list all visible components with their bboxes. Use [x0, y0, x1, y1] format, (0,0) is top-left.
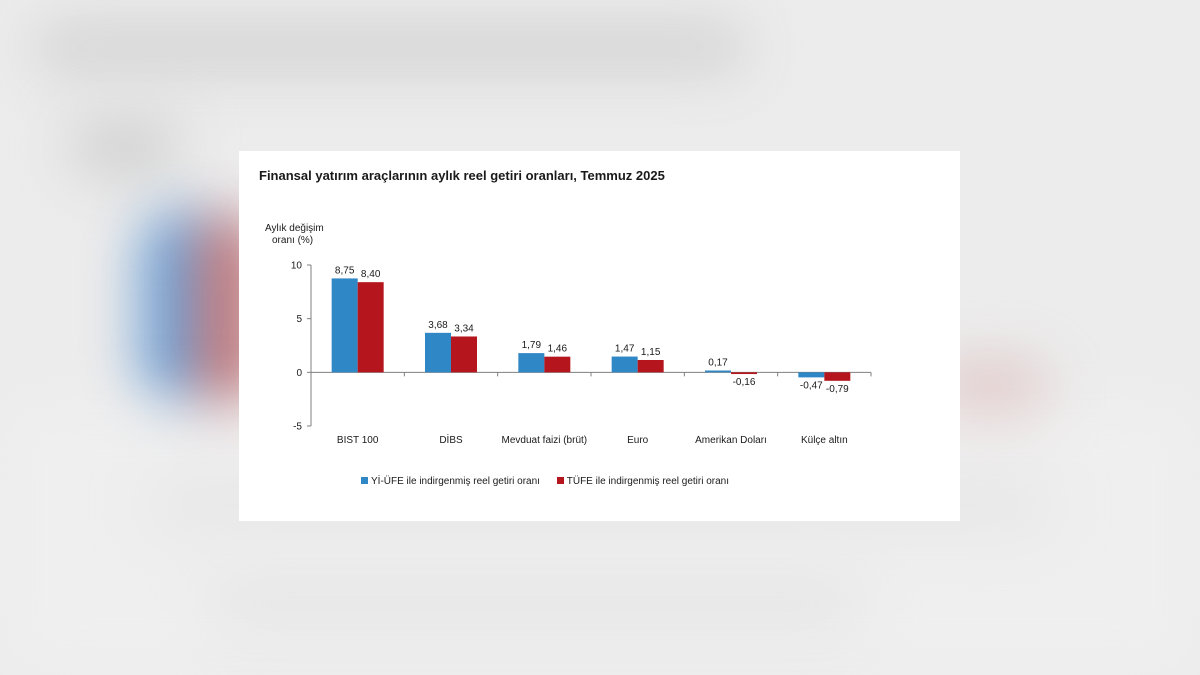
data-label: 1,79: [522, 340, 542, 351]
data-label: 1,15: [641, 347, 661, 358]
bar-tufe: [824, 372, 851, 381]
data-label: 0,17: [708, 358, 728, 369]
category-label: BIST 100: [337, 435, 379, 446]
bar-yiufe: [611, 356, 638, 373]
legend-item-yiufe: Yİ-ÜFE ile indirgenmiş reel getiri oranı: [361, 476, 540, 487]
y-axis-label-line: oranı (%): [272, 235, 314, 246]
bar-yiufe: [425, 332, 451, 373]
y-tick-label: 5: [296, 314, 302, 325]
data-label: 3,34: [454, 323, 474, 334]
legend: Yİ-ÜFE ile indirgenmiş reel getiri oranı…: [361, 476, 743, 487]
category-label: DİBS: [439, 433, 463, 446]
data-label: -0,47: [800, 380, 823, 391]
legend-swatch-tufe: [556, 477, 564, 484]
data-label: 8,75: [335, 265, 355, 276]
category-label: Euro: [627, 435, 649, 446]
data-label: 8,40: [361, 269, 381, 280]
y-axis-label-line: Aylık değişim: [265, 223, 324, 234]
chart-title: Finansal yatırım araçlarının aylık reel …: [259, 168, 665, 183]
bar-tufe: [451, 336, 477, 373]
data-label: -0,79: [826, 384, 849, 395]
y-tick-label: -5: [293, 422, 302, 433]
bar-yiufe: [798, 372, 825, 378]
y-tick-label: 10: [291, 261, 303, 272]
category-label: Amerikan Doları: [695, 435, 767, 446]
bar-tufe: [544, 356, 571, 373]
category-label: Külçe altın: [801, 435, 848, 446]
legend-item-tufe: TÜFE ile indirgenmiş reel getiri oranı: [556, 476, 730, 487]
bar-chart: 10 5 0 -5 BIST 100 8,75 8,40 DİBS 3,68 3,34 Mevdua…: [291, 261, 872, 446]
legend-swatch-yiufe: [361, 477, 368, 484]
data-label: -0,16: [733, 377, 756, 388]
legend-label-tufe: TÜFE ile indirgenmiş reel getiri oranı: [566, 476, 730, 487]
bar-yiufe: [518, 353, 545, 373]
y-axis-label: Aylık değişim oranı (%): [265, 223, 345, 247]
bar-tufe: [731, 372, 757, 375]
data-label: 3,68: [428, 320, 448, 331]
legend-label-yiufe: Yİ-ÜFE ile indirgenmiş reel getiri oranı: [371, 476, 540, 487]
chart-card: Finansal yatırım araçlarının aylık reel …: [239, 151, 960, 521]
category-label: Mevduat faizi (brüt): [502, 435, 588, 446]
y-tick-label: 0: [296, 368, 302, 379]
blur-block: [70, 120, 180, 175]
bar-tufe: [637, 359, 664, 373]
bar-yiufe: [705, 370, 731, 373]
data-label: 1,47: [615, 344, 635, 355]
blur-block: [30, 20, 750, 75]
bar-yiufe: [331, 278, 358, 373]
data-label: 1,46: [548, 344, 568, 355]
bar-tufe: [357, 282, 384, 373]
